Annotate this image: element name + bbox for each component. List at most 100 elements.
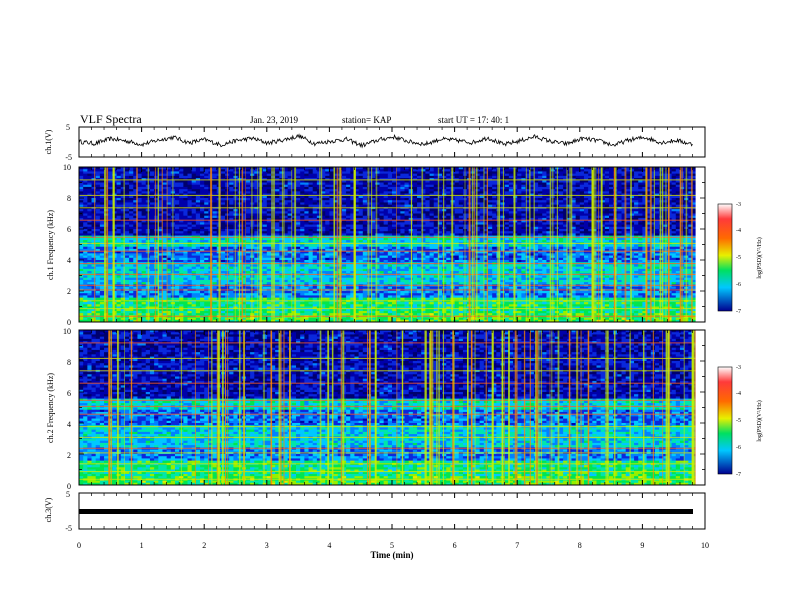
spectrogram-cell (279, 171, 284, 175)
spectrogram-cell (83, 233, 88, 237)
spectrogram-cell (583, 198, 589, 201)
spectrogram-cell (141, 173, 147, 177)
spectrogram-cell (321, 224, 326, 228)
spectrogram-cell (588, 220, 593, 223)
spectrogram-cell (634, 195, 639, 199)
spectrogram-cell (371, 171, 376, 175)
spectrogram-cell (354, 167, 360, 170)
spectrogram-cell (479, 226, 485, 230)
spectrogram-cell (563, 231, 568, 234)
spectrogram-cell (563, 220, 568, 223)
spectrogram-cell (546, 217, 551, 221)
spectrogram-cell (95, 171, 101, 175)
spectrogram-cell (417, 213, 422, 217)
spectrogram-cell (404, 204, 410, 208)
spectrogram-cell (158, 171, 163, 175)
spectrogram-cell (312, 217, 318, 221)
spectrogram-cell (91, 184, 97, 188)
spectrogram-cell (212, 191, 218, 194)
spectrogram-cell (291, 220, 297, 223)
spectrogram-cell (446, 231, 451, 234)
spectrogram-cell (475, 191, 481, 194)
spectrogram-cell (392, 215, 397, 219)
spectrogram-cell (245, 198, 251, 201)
spectrogram-cell (654, 231, 660, 234)
spectrogram-cell (79, 226, 84, 230)
spectrogram-cell (400, 211, 405, 214)
spectrogram-cell (412, 198, 418, 201)
spectrogram-cell (392, 195, 397, 199)
ch1-waveform-line (79, 133, 693, 149)
spectrogram-cell (220, 204, 226, 208)
spectrogram-cell (563, 222, 568, 225)
spectrogram-cell (358, 184, 364, 188)
spectrogram-cell (129, 213, 134, 217)
spectrogram-cell (283, 215, 289, 219)
spectrogram-cell (91, 222, 97, 225)
spectrogram-cell (371, 222, 376, 225)
spectrogram-cell (341, 229, 347, 232)
spectrogram-cell (346, 189, 351, 192)
spectrogram-cell (500, 182, 506, 186)
spectrogram-cell (675, 226, 681, 230)
spectrogram-cell (120, 167, 126, 170)
spectrogram-cell (166, 213, 172, 217)
spectrogram-cell (675, 180, 681, 183)
spectrogram-cell (646, 182, 652, 186)
spectrogram-cell (108, 173, 113, 177)
spectrogram-cell (471, 211, 476, 214)
spectrogram-cell (291, 224, 297, 228)
spectrogram-cell (321, 226, 326, 230)
spectrogram-cell (174, 222, 180, 225)
spectrogram-cell (287, 215, 293, 219)
spectrogram-cell (479, 193, 485, 197)
spectrogram-cell (187, 198, 193, 201)
spectrogram-cell (558, 202, 564, 206)
spectrogram-cell (571, 200, 577, 203)
spectrogram-cell (329, 167, 334, 170)
spectrogram-cell (350, 171, 355, 175)
spectrogram-cell (483, 193, 489, 197)
spectrogram-cell (154, 233, 159, 237)
spectrogram-cell (629, 226, 635, 230)
spectrogram-cell (458, 204, 464, 208)
spectrogram-cell (179, 213, 184, 217)
spectrogram-cell (321, 231, 326, 234)
spectrogram-cell (517, 215, 522, 219)
spectrogram-cell (604, 184, 610, 188)
spectrogram-cell (350, 189, 355, 192)
spectrogram-cell (124, 175, 130, 179)
spectrogram-cell (262, 167, 268, 170)
spectrogram-cell (187, 169, 193, 172)
spectrogram-cell (283, 231, 289, 234)
spectrogram-cell (483, 229, 489, 232)
spectrogram-cell (241, 189, 247, 192)
spectrogram-cell (296, 173, 301, 177)
spectrogram-cell (654, 215, 660, 219)
spectrogram-cell (609, 202, 614, 206)
spectrogram-cell (287, 186, 293, 190)
spectrogram-cell (191, 182, 197, 186)
spectrogram-cell (500, 169, 506, 172)
spectrogram-cell (646, 189, 652, 192)
spectrogram-cell (179, 237, 184, 241)
spectrogram-cell (671, 186, 677, 190)
spectrogram-cell (183, 213, 188, 217)
spectrogram-cell (229, 193, 234, 197)
spectrogram-cell (500, 175, 506, 179)
spectrogram-cell (508, 198, 514, 201)
spectrogram-cell (354, 189, 360, 192)
spectrogram-cell (508, 171, 514, 175)
spectrogram-cell (296, 211, 301, 214)
spectrogram-cell (179, 226, 184, 230)
spectrogram-cell (642, 233, 647, 237)
spectrogram-cell (296, 193, 301, 197)
spectrogram-cell (563, 213, 568, 217)
spectrogram-cell (387, 222, 393, 225)
spectrogram-cell (429, 169, 435, 172)
spectrogram-cell (83, 222, 88, 225)
spectrogram-cell (429, 217, 435, 221)
spectrogram-cell (158, 191, 163, 194)
spectrogram-cell (241, 229, 247, 232)
spectrogram-cell (212, 173, 218, 177)
